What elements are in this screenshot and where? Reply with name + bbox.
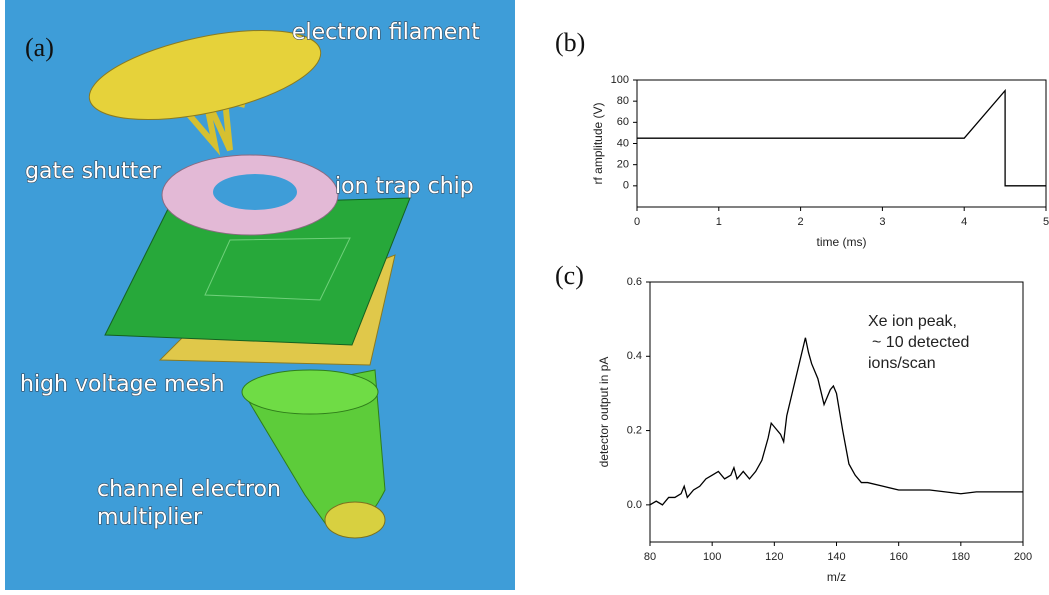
plot-frame — [637, 80, 1046, 207]
panel-label: (c) — [555, 261, 584, 290]
x-tick-label: 100 — [703, 551, 721, 563]
data-line — [650, 338, 1023, 505]
x-axis-label: m/z — [827, 570, 846, 584]
x-tick-label: 160 — [889, 551, 907, 563]
panel-label: (b) — [555, 28, 585, 57]
x-tick-label: 80 — [644, 551, 656, 563]
component-label: electron filament — [292, 20, 480, 45]
y-tick-label: 80 — [617, 95, 629, 107]
component-label: channel electron — [97, 477, 281, 502]
x-tick-label: 5 — [1043, 216, 1049, 228]
component-label: multiplier — [97, 505, 203, 530]
x-tick-label: 4 — [961, 216, 967, 228]
component-label: high voltage mesh — [20, 372, 225, 397]
component-label: ion trap chip — [335, 174, 474, 199]
x-tick-label: 120 — [765, 551, 783, 563]
y-tick-label: 0.4 — [627, 350, 642, 362]
x-tick-label: 0 — [634, 216, 640, 228]
component-label: gate shutter — [25, 159, 162, 184]
annotation: Xe ion peak, — [868, 313, 957, 330]
y-tick-label: 20 — [617, 159, 629, 171]
y-tick-label: 0.0 — [627, 499, 642, 511]
x-tick-label: 180 — [952, 551, 970, 563]
x-tick-label: 2 — [798, 216, 804, 228]
y-tick-label: 0.2 — [627, 424, 642, 436]
data-line — [637, 91, 1046, 186]
y-tick-label: 40 — [617, 137, 629, 149]
panel-label: (a) — [25, 33, 54, 62]
x-tick-label: 200 — [1014, 551, 1032, 563]
y-axis-label: rf amplitude (V) — [591, 102, 605, 184]
figure: (a) electron filament gate shutter ion t… — [0, 0, 1049, 590]
plot-frame — [650, 282, 1023, 542]
x-tick-label: 3 — [879, 216, 885, 228]
x-tick-label: 1 — [716, 216, 722, 228]
y-tick-label: 0 — [623, 180, 629, 192]
annotation: ~ 10 detected — [872, 334, 969, 351]
x-axis-label: time (ms) — [817, 235, 867, 249]
x-tick-label: 140 — [827, 551, 845, 563]
y-axis-label: detector output in pA — [597, 357, 611, 468]
y-tick-label: 60 — [617, 116, 629, 128]
annotation: ions/scan — [868, 355, 936, 372]
y-tick-label: 100 — [611, 74, 629, 86]
y-tick-label: 0.6 — [627, 276, 642, 288]
